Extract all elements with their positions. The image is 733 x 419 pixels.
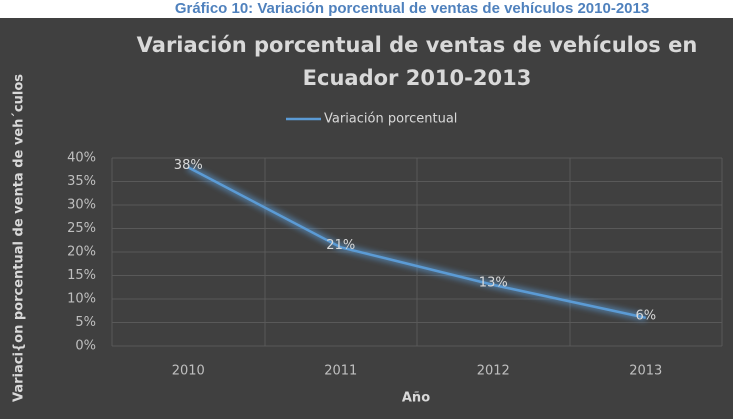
legend-label: Variación porcentual [324,112,457,127]
x-tick-label: 2010 [172,364,205,379]
y-tick-label: 10% [67,292,96,307]
y-tick-label: 0% [75,339,96,354]
x-tick-label: 2013 [629,364,662,379]
x-tick-label: 2011 [324,364,357,379]
chart-title: Ecuador 2010-2013 [303,66,532,90]
y-tick-label: 15% [67,268,96,283]
series-line [187,166,647,320]
chart-title: Variación porcentual de ventas de vehícu… [137,33,698,57]
x-tick-label: 2012 [477,364,510,379]
y-tick-label: 5% [75,315,96,330]
chart-background [0,18,733,419]
caption: Gráfico 10: Variación porcentual de vent… [175,0,649,17]
data-label: 13% [479,275,508,290]
x-axis-title: Año [402,391,430,406]
data-label: 6% [635,308,656,323]
y-tick-label: 20% [67,245,96,260]
y-tick-label: 30% [67,198,96,213]
data-label: 38% [174,158,203,173]
y-tick-label: 35% [67,174,96,189]
y-tick-label: 25% [67,221,96,236]
y-tick-label: 40% [67,151,96,166]
title-line: Variación porcentual de ventas de vehícu… [137,33,698,57]
data-label: 21% [326,238,355,253]
y-axis-title: Variaci{on porcentual de venta de veh´cu… [12,74,27,402]
